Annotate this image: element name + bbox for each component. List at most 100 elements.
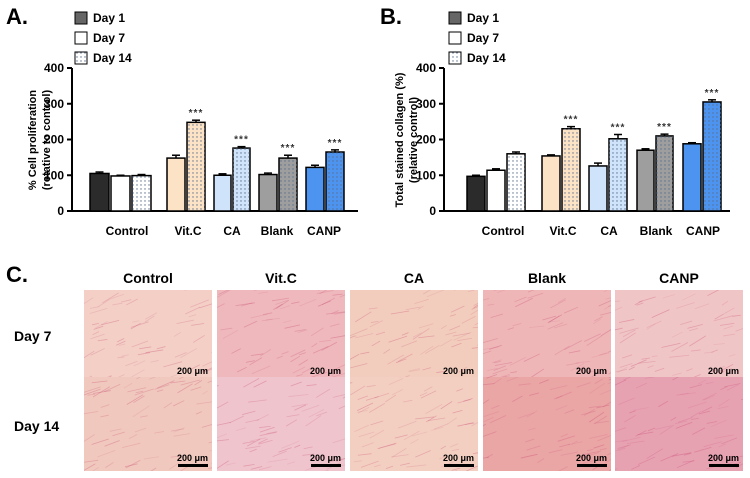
collagen-fiber: [607, 382, 611, 385]
collagen-fiber: [109, 428, 122, 432]
collagen-fiber: [647, 365, 654, 369]
collagen-fiber: [385, 465, 394, 470]
collagen-fiber: [580, 452, 600, 459]
collagen-fiber: [598, 300, 611, 307]
collagen-fiber: [259, 426, 275, 433]
collagen-fiber: [635, 382, 648, 389]
collagen-fiber: [130, 322, 142, 330]
collagen-fiber: [420, 390, 437, 399]
collagen-fiber: [265, 317, 280, 321]
collagen-fiber: [395, 358, 407, 364]
collagen-fiber: [180, 348, 198, 359]
scale-bar-label: 200 μm: [575, 366, 607, 376]
collagen-fiber: [90, 333, 105, 340]
collagen-fiber: [312, 454, 325, 461]
collagen-fiber: [84, 297, 94, 305]
collagen-fiber: [302, 453, 315, 456]
bar-control-day7: [110, 175, 131, 212]
collagen-fiber: [176, 319, 194, 324]
collagen-fiber: [350, 385, 366, 396]
bar-dot-pattern: [279, 158, 297, 211]
collagen-fiber: [202, 361, 212, 367]
significance-marker: ***: [328, 138, 343, 149]
x-category-label: Vit.C: [549, 224, 576, 238]
collagen-fiber: [84, 388, 101, 396]
collagen-fiber: [133, 360, 146, 367]
collagen-fiber: [507, 327, 515, 331]
significance-marker: ***: [189, 108, 204, 119]
collagen-fiber: [339, 294, 345, 298]
collagen-fiber: [706, 421, 718, 424]
collagen-fiber: [483, 416, 494, 423]
bar-dot-pattern: [132, 175, 151, 211]
collagen-fiber: [286, 414, 300, 418]
collagen-fiber: [225, 462, 236, 466]
row-header-day7: Day 7: [14, 328, 52, 344]
collagen-fiber: [355, 333, 374, 339]
collagen-fiber: [301, 367, 312, 374]
collagen-fiber: [529, 392, 540, 396]
collagen-fiber: [428, 417, 446, 422]
collagen-fiber: [102, 292, 119, 304]
collagen-fiber: [615, 306, 623, 311]
collagen-fiber: [132, 405, 150, 418]
collagen-fiber: [120, 299, 132, 303]
collagen-fiber: [619, 332, 636, 344]
collagen-fiber: [658, 400, 669, 408]
collagen-fiber: [93, 325, 104, 330]
collagen-fiber: [594, 378, 603, 385]
collagen-fiber: [406, 464, 427, 468]
collagen-fiber: [687, 323, 703, 329]
collagen-fiber: [273, 303, 283, 310]
collagen-fiber: [360, 351, 370, 355]
collagen-fiber: [491, 405, 500, 409]
column-header-canp: CANP: [659, 270, 699, 286]
collagen-fiber: [243, 378, 260, 388]
collagen-fiber: [671, 452, 692, 457]
scale-bar-label: 200 μm: [176, 366, 208, 376]
collagen-fiber: [261, 318, 273, 322]
collagen-fiber: [399, 462, 410, 466]
collagen-fiber: [276, 355, 283, 359]
collagen-fiber: [564, 409, 575, 414]
collagen-fiber: [123, 382, 133, 389]
collagen-fiber: [258, 466, 272, 471]
micrograph-control-day7: 200 μm: [84, 290, 212, 384]
collagen-fiber: [512, 323, 522, 327]
collagen-fiber: [464, 422, 475, 425]
micrograph-ca-day7: 200 μm: [350, 290, 478, 384]
collagen-fiber: [619, 327, 639, 334]
collagen-fiber: [134, 388, 154, 396]
collagen-fiber: [439, 455, 449, 460]
micrograph-background: [84, 290, 212, 384]
column-header-ca: CA: [403, 270, 425, 286]
collagen-fiber: [128, 434, 138, 439]
micrograph-texture: [84, 290, 212, 384]
scale-bar-label: 200 μm: [309, 366, 341, 376]
scale-bar-label: 200 μm: [707, 453, 739, 463]
collagen-fiber: [217, 384, 219, 387]
collagen-fiber: [594, 316, 603, 322]
collagen-fiber: [272, 450, 287, 458]
collagen-fiber: [100, 414, 109, 418]
scale-bar: 200 μm: [443, 453, 474, 467]
collagen-fiber: [217, 460, 229, 469]
legend-label-day7: Day 7: [467, 31, 499, 45]
collagen-fiber: [422, 367, 431, 371]
panel-b-ylabel-line1: Total stained collagen (%): [394, 72, 406, 207]
collagen-fiber: [483, 456, 489, 459]
collagen-fiber: [739, 455, 743, 458]
micrograph-texture: [84, 377, 212, 471]
collagen-fiber: [134, 427, 147, 433]
panel-b-chart: B. Day 1 Day 7 Day 14 Total stained coll…: [380, 4, 730, 238]
collagen-fiber: [319, 290, 328, 295]
collagen-fiber: [682, 460, 695, 463]
collagen-fiber: [670, 416, 677, 421]
collagen-fiber: [140, 415, 148, 418]
bar-dot-pattern: [609, 138, 627, 211]
bar-ca-day7: [213, 174, 232, 212]
collagen-fiber: [703, 441, 722, 448]
collagen-fiber: [136, 377, 141, 380]
collagen-fiber: [360, 460, 379, 468]
collagen-fiber: [646, 448, 664, 459]
